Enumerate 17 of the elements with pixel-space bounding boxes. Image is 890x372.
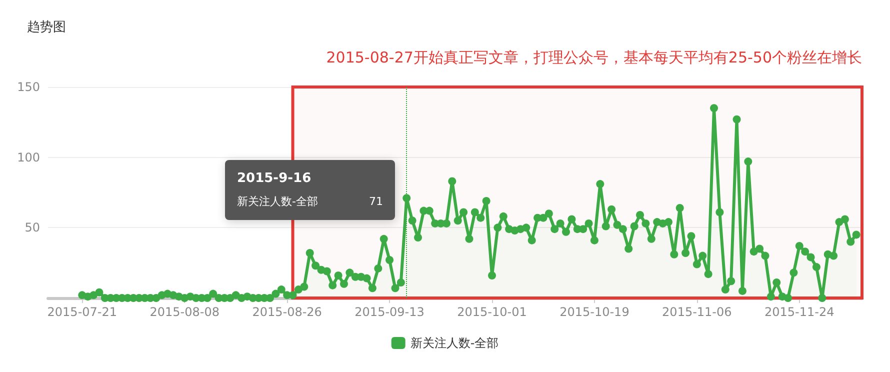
annotation: 71	[369, 194, 383, 210]
x-tick-label: 2015-08-08	[150, 305, 220, 319]
x-tick-label: 2015-08-26	[252, 305, 322, 319]
x-tick-label: 2015-07-21	[47, 305, 118, 319]
y-tick-label: 100	[17, 150, 40, 164]
annotation: 2015-9-16	[237, 171, 312, 186]
x-tick-label: 2015-10-19	[560, 305, 630, 319]
band-label: 2015-08-27开始真正写文章，打理公众号，基本每天平均有25-50个粉丝在增长	[326, 48, 862, 66]
x-tick-label: 2015-11-06	[662, 305, 732, 319]
legend-label: 新关注人数-全部	[410, 336, 499, 350]
y-tick-label: 50	[24, 220, 40, 235]
text: 新关注人数-全部	[237, 195, 318, 208]
x-tick-label: 2015-11-24	[764, 305, 834, 319]
y-tick-label: 150	[17, 80, 40, 94]
x-tick-label: 2015-09-13	[354, 305, 424, 319]
chart-title: 趋势图	[27, 20, 66, 35]
x-tick-label: 2015-10-01	[457, 305, 527, 319]
